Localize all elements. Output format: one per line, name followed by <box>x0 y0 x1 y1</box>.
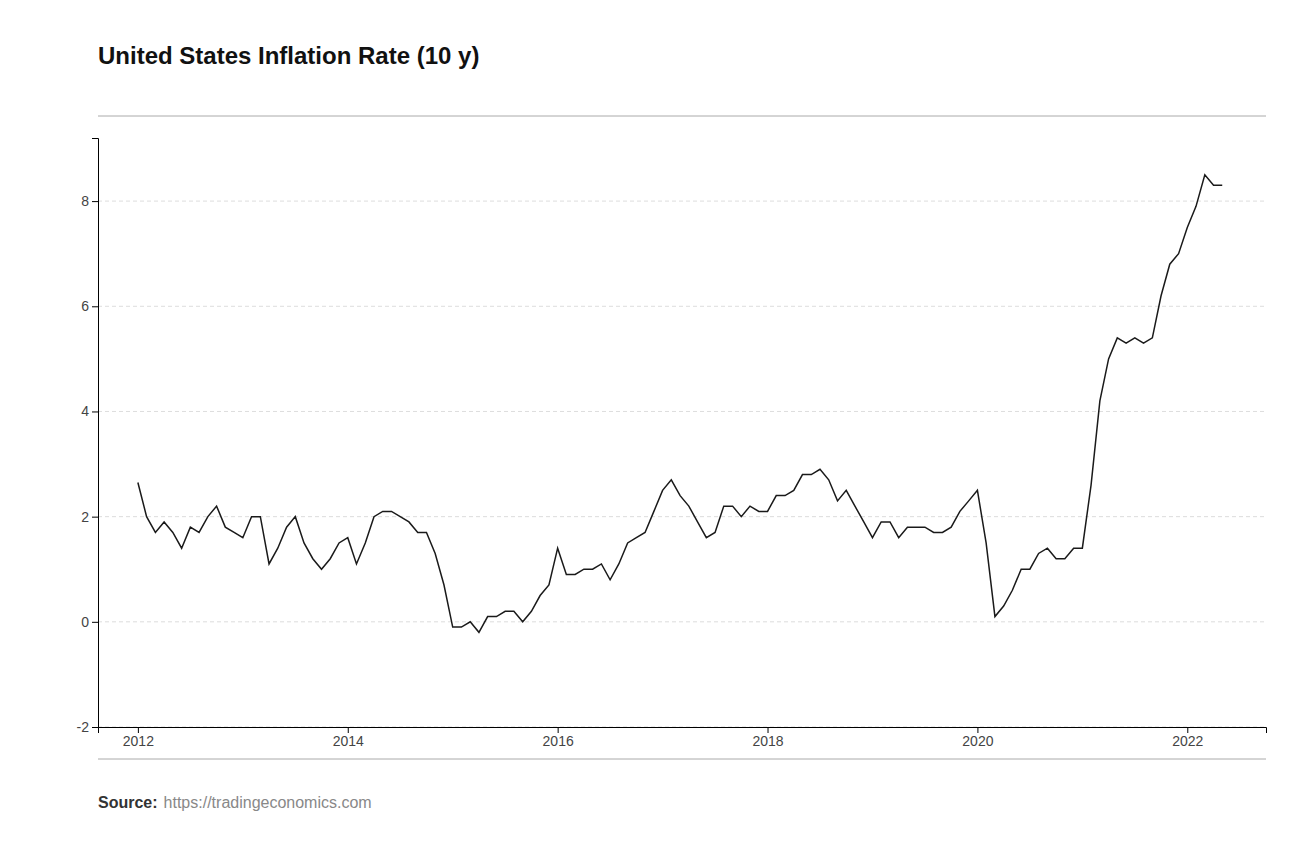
tick: 4 <box>81 403 98 419</box>
annotation: https://tradingeconomics.com <box>164 794 372 811</box>
grid-line <box>98 516 1266 517</box>
marks <box>138 175 1222 633</box>
title: United States Inflation Rate (10 y) <box>98 42 479 69</box>
tick: 2020 <box>962 727 993 749</box>
axis-line <box>99 728 1267 734</box>
grid-line <box>98 621 1266 622</box>
tick-label: 2014 <box>333 733 364 749</box>
tick: 2012 <box>123 727 154 749</box>
tick: -2 <box>77 719 98 735</box>
divider <box>98 759 1266 760</box>
tick-mark <box>92 727 98 728</box>
chart: United States Inflation Rate (10 y)20122… <box>0 0 1312 860</box>
plot: 2012 2014 2016 2018 2020 2022 -2 0 2 4 6 8 <box>77 139 1267 749</box>
tick-label: 8 <box>81 193 89 209</box>
tick: 2 <box>81 509 98 525</box>
line <box>138 175 1222 633</box>
tick-label: 4 <box>81 403 89 419</box>
x-axis: 2012 2014 2016 2018 2020 2022 <box>99 727 1267 749</box>
tick-mark <box>92 306 98 307</box>
grid-line <box>98 411 1266 412</box>
tick-mark <box>92 622 98 623</box>
tick-mark <box>92 201 98 202</box>
annotation: Source: <box>98 794 158 811</box>
grid-line <box>98 306 1266 307</box>
tick-label: 2018 <box>752 733 783 749</box>
tick-label: 2020 <box>962 733 993 749</box>
tick-label: 6 <box>81 298 89 314</box>
tick-label: 2016 <box>543 733 574 749</box>
tick: 6 <box>81 298 98 314</box>
tick-label: -2 <box>77 719 90 735</box>
tick: 8 <box>81 193 98 209</box>
tick: 2022 <box>1172 727 1203 749</box>
axis-line <box>92 139 99 728</box>
grid-line <box>98 201 1266 202</box>
tick: 2018 <box>752 727 783 749</box>
tick: 2014 <box>333 727 364 749</box>
grid <box>98 201 1266 727</box>
tick: 0 <box>81 614 98 630</box>
tick-label: 2022 <box>1172 733 1203 749</box>
divider <box>98 116 1266 117</box>
tick: 2016 <box>543 727 574 749</box>
tick-label: 2 <box>81 509 89 525</box>
tick-label: 2012 <box>123 733 154 749</box>
tick-label: 0 <box>81 614 89 630</box>
y-axis: -2 0 2 4 6 8 <box>77 139 99 735</box>
tick-mark <box>92 517 98 518</box>
tick-mark <box>92 411 98 412</box>
